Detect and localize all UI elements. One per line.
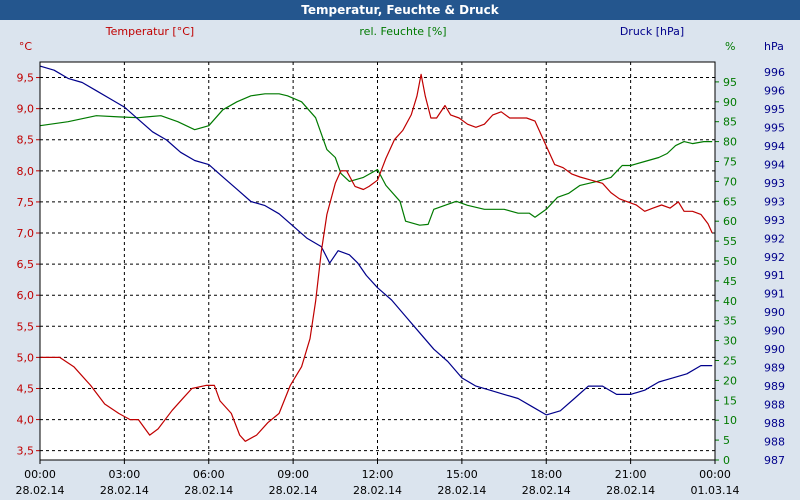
humidity-tick-label: 75 xyxy=(723,156,737,169)
x-tick-label-date: 28.02.14 xyxy=(437,484,486,497)
temperature-tick-label: 9,0 xyxy=(17,103,35,116)
humidity-tick-label: 15 xyxy=(723,394,737,407)
humidity-tick-label: 65 xyxy=(723,195,737,208)
humidity-axis-label: rel. Feuchte [%] xyxy=(359,25,446,38)
pressure-tick-label: 993 xyxy=(764,177,785,190)
x-tick-label-time: 09:00 xyxy=(277,468,309,481)
humidity-tick-label: 80 xyxy=(723,136,737,149)
pressure-axis-label: Druck [hPa] xyxy=(620,25,684,38)
temperature-tick-label: 5,0 xyxy=(17,351,35,364)
pressure-tick-label: 991 xyxy=(764,269,785,282)
humidity-tick-label: 25 xyxy=(723,355,737,368)
humidity-tick-label: 5 xyxy=(723,434,730,447)
pressure-tick-label: 996 xyxy=(764,84,785,97)
chart-title: Temperatur, Feuchte & Druck xyxy=(301,3,499,17)
axis-layer: 00:00 28.02.14 03:00 28.02.14 06:00 28.02.14 0… xyxy=(16,25,785,497)
pressure-tick-label: 993 xyxy=(764,214,785,227)
series-line-temperature xyxy=(40,73,713,442)
humidity-tick-label: 90 xyxy=(723,96,737,109)
humidity-tick-label: 35 xyxy=(723,315,737,328)
humidity-tick-label: 55 xyxy=(723,235,737,248)
x-tick-label-date: 28.02.14 xyxy=(269,484,318,497)
temperature-tick-label: 6,0 xyxy=(17,289,35,302)
pressure-tick-label: 987 xyxy=(764,454,785,467)
humidity-unit: % xyxy=(725,40,735,53)
pressure-tick-label: 991 xyxy=(764,288,785,301)
pressure-tick-label: 990 xyxy=(764,325,785,338)
pressure-tick-label: 996 xyxy=(764,66,785,79)
humidity-tick-label: 70 xyxy=(723,175,737,188)
x-tick-label-time: 12:00 xyxy=(362,468,394,481)
x-tick-label-date: 01.03.14 xyxy=(691,484,740,497)
humidity-tick-label: 30 xyxy=(723,335,737,348)
temperature-tick-label: 9,5 xyxy=(17,72,35,85)
humidity-tick-label: 10 xyxy=(723,414,737,427)
chart-area: 00:00 28.02.14 03:00 28.02.14 06:00 28.02.14 0… xyxy=(0,20,800,500)
plot-border xyxy=(39,61,716,461)
x-tick-label-time: 06:00 xyxy=(193,468,225,481)
temperature-tick-label: 6,5 xyxy=(17,258,35,271)
x-tick-label-time: 18:00 xyxy=(530,468,562,481)
pressure-tick-label: 990 xyxy=(764,343,785,356)
pressure-tick-label: 988 xyxy=(764,436,785,449)
temperature-tick-label: 3,5 xyxy=(17,445,35,458)
grid-lines xyxy=(40,62,715,460)
x-tick-label-time: 00:00 xyxy=(699,468,731,481)
humidity-tick-label: 95 xyxy=(723,76,737,89)
series-line-humidity xyxy=(39,93,713,226)
pressure-tick-label: 988 xyxy=(764,417,785,430)
pressure-tick-label: 992 xyxy=(764,251,785,264)
series-layer xyxy=(39,65,713,442)
x-tick-label-date: 28.02.14 xyxy=(184,484,233,497)
x-tick-label-time: 21:00 xyxy=(615,468,647,481)
series-line-pressure xyxy=(39,65,713,416)
pressure-tick-label: 989 xyxy=(764,362,785,375)
temperature-tick-label: 7,5 xyxy=(17,196,35,209)
x-tick-label-date: 28.02.14 xyxy=(606,484,655,497)
pressure-tick-label: 992 xyxy=(764,232,785,245)
x-tick-label-time: 15:00 xyxy=(446,468,478,481)
pressure-tick-label: 989 xyxy=(764,380,785,393)
temperature-tick-label: 8,5 xyxy=(17,134,35,147)
temperature-axis-label: Temperatur [°C] xyxy=(105,25,194,38)
x-tick-label-date: 28.02.14 xyxy=(353,484,402,497)
pressure-tick-label: 994 xyxy=(764,140,785,153)
humidity-tick-label: 50 xyxy=(723,255,737,268)
temperature-tick-label: 4,0 xyxy=(17,414,35,427)
title-bar xyxy=(0,0,800,20)
x-tick-label-date: 28.02.14 xyxy=(522,484,571,497)
humidity-tick-label: 85 xyxy=(723,116,737,129)
pressure-tick-label: 988 xyxy=(764,399,785,412)
x-tick-label-date: 28.02.14 xyxy=(100,484,149,497)
humidity-tick-label: 0 xyxy=(723,454,730,467)
pressure-tick-label: 990 xyxy=(764,306,785,319)
humidity-tick-label: 20 xyxy=(723,374,737,387)
pressure-unit: hPa xyxy=(764,40,784,53)
x-tick-label-date: 28.02.14 xyxy=(16,484,65,497)
x-tick-label-time: 00:00 xyxy=(24,468,56,481)
temperature-tick-label: 7,0 xyxy=(17,227,35,240)
pressure-tick-label: 994 xyxy=(764,158,785,171)
humidity-tick-label: 60 xyxy=(723,215,737,228)
pressure-tick-label: 993 xyxy=(764,195,785,208)
x-tick-label-time: 03:00 xyxy=(109,468,141,481)
pressure-tick-label: 995 xyxy=(764,121,785,134)
humidity-tick-label: 40 xyxy=(723,295,737,308)
temperature-tick-label: 4,5 xyxy=(17,382,35,395)
humidity-tick-label: 45 xyxy=(723,275,737,288)
temperature-tick-label: 5,5 xyxy=(17,320,35,333)
temperature-tick-label: 8,0 xyxy=(17,165,35,178)
temperature-unit: °C xyxy=(19,40,33,53)
pressure-tick-label: 995 xyxy=(764,103,785,116)
